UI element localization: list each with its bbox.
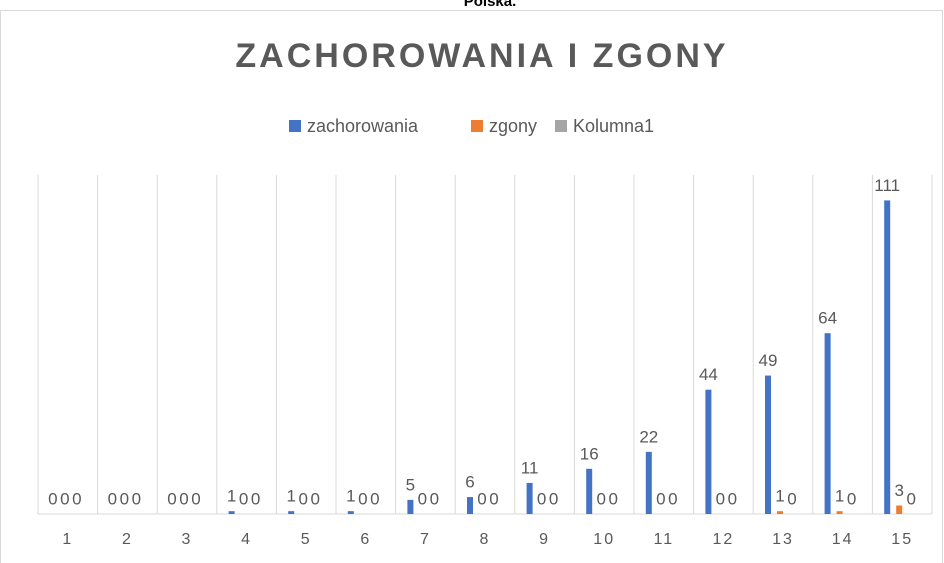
x-tick-label: 14 — [832, 531, 854, 548]
data-label: 0 — [132, 489, 141, 508]
bar — [705, 389, 712, 514]
data-label: 64 — [818, 309, 837, 328]
x-tick-label: 6 — [360, 531, 371, 548]
bar — [347, 511, 354, 514]
legend-label: Kolumna1 — [573, 116, 654, 136]
data-label: 0 — [370, 489, 379, 508]
x-tick-label: 11 — [653, 531, 674, 548]
data-label: 0 — [668, 489, 677, 508]
bar — [407, 499, 414, 514]
legend-swatch — [289, 120, 301, 132]
x-tick-label: 10 — [593, 531, 615, 548]
data-label: 0 — [489, 489, 498, 508]
data-label: 16 — [580, 444, 599, 463]
data-label: 111 — [874, 176, 900, 195]
x-tick-label: 15 — [891, 531, 913, 548]
data-label: 5 — [406, 475, 415, 494]
data-label: 6 — [465, 473, 474, 492]
x-tick-label: 7 — [420, 531, 431, 548]
bar — [896, 505, 903, 514]
legend-swatch — [471, 120, 483, 132]
data-label: 0 — [906, 489, 915, 508]
data-label: 0 — [847, 489, 856, 508]
data-label: 0 — [537, 489, 546, 508]
data-label: 0 — [120, 489, 129, 508]
data-label: 0 — [596, 489, 605, 508]
data-label: 0 — [191, 489, 200, 508]
data-label: 0 — [656, 489, 665, 508]
data-label: 0 — [716, 489, 725, 508]
chart-title: ZACHOROWANIA I ZGONY — [235, 37, 728, 75]
x-tick-label: 3 — [182, 531, 193, 548]
bar — [777, 511, 783, 514]
x-tick-label: 12 — [713, 531, 735, 548]
x-tick-label: 13 — [772, 531, 794, 548]
data-label: 0 — [358, 489, 367, 508]
data-label: 0 — [477, 489, 486, 508]
data-label: 0 — [60, 489, 69, 508]
x-tick-label: 1 — [62, 531, 73, 548]
data-label: 0 — [298, 489, 307, 508]
data-label: 11 — [521, 458, 539, 477]
caption: Polska. — [464, 0, 517, 10]
x-tick-label: 5 — [301, 531, 312, 548]
data-label: 44 — [699, 365, 718, 384]
data-label: 1 — [346, 487, 355, 506]
data-label: 0 — [72, 489, 81, 508]
data-label: 0 — [310, 489, 319, 508]
data-label: 0 — [430, 489, 439, 508]
x-tick-label: 8 — [480, 531, 491, 548]
bar — [645, 451, 652, 514]
x-tick-label: 2 — [122, 531, 133, 548]
bar — [836, 511, 843, 514]
data-label: 0 — [48, 489, 57, 508]
data-label: 1 — [227, 487, 236, 506]
data-label: 1 — [286, 487, 295, 506]
data-label: 3 — [894, 481, 903, 500]
data-label: 0 — [167, 489, 176, 508]
data-label: 22 — [639, 427, 658, 446]
bar — [765, 375, 771, 514]
legend-label: zachorowania — [307, 116, 419, 136]
data-label: 1 — [775, 487, 784, 506]
data-label: 0 — [728, 489, 737, 508]
data-label: 0 — [108, 489, 117, 508]
bar — [586, 468, 593, 514]
bar — [526, 482, 533, 514]
legend-label: zgony — [489, 116, 537, 136]
bar — [467, 497, 473, 514]
data-label: 0 — [608, 489, 617, 508]
data-label: 0 — [549, 489, 558, 508]
legend-swatch — [555, 120, 567, 132]
bar — [228, 511, 235, 514]
data-label: 1 — [835, 487, 844, 506]
data-label: 0 — [418, 489, 427, 508]
data-label: 0 — [179, 489, 188, 508]
x-tick-label: 4 — [241, 531, 252, 548]
data-label: 0 — [251, 489, 260, 508]
bar — [824, 333, 831, 514]
x-tick-label: 9 — [539, 531, 550, 548]
data-label: 0 — [239, 489, 248, 508]
data-label: 49 — [759, 351, 778, 370]
bar — [288, 511, 295, 514]
bar — [884, 200, 891, 515]
data-label: 0 — [787, 489, 796, 508]
